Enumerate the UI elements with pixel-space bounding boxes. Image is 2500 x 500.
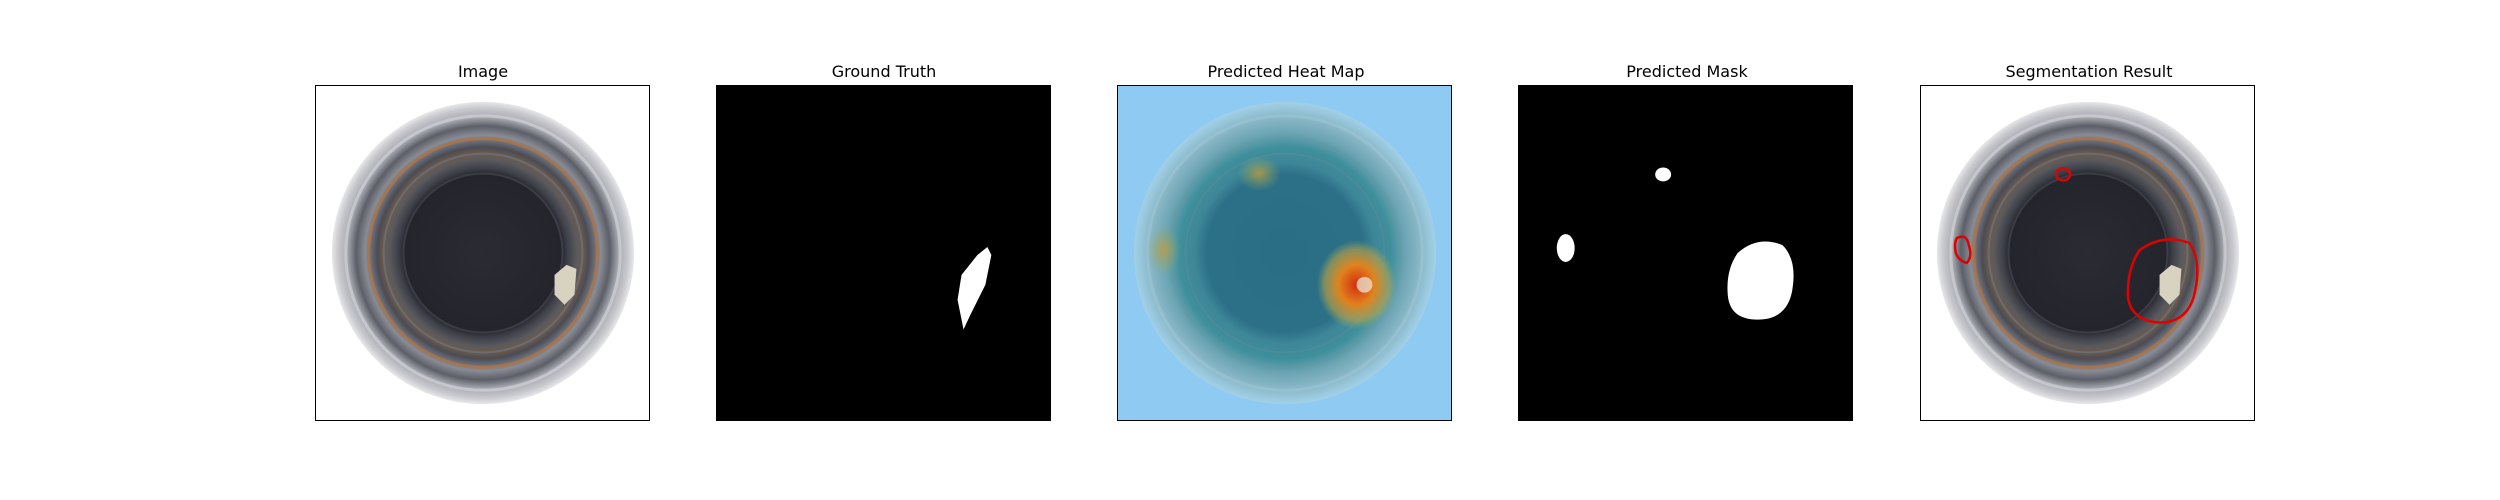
heat-hotspot-top <box>1237 155 1282 192</box>
ground-truth-panel <box>716 85 1051 421</box>
mask-blob-left <box>1556 234 1575 262</box>
predicted-mask <box>1519 86 1852 420</box>
ground-truth-mask <box>717 86 1050 420</box>
heat-hotspot-main <box>1316 240 1397 330</box>
ground-truth-region <box>957 247 992 330</box>
mask-blob-top <box>1655 167 1672 182</box>
heat-map <box>1118 86 1451 420</box>
mask-blob-main <box>1727 241 1794 320</box>
segmentation-result-panel <box>1920 85 2255 421</box>
panel-title-heat-map: Predicted Heat Map <box>1207 62 1365 81</box>
predicted-mask-panel <box>1518 85 1853 421</box>
image-panel <box>315 85 650 421</box>
panel-title-segmentation-result: Segmentation Result <box>2005 62 2173 81</box>
heat-hotspot-left <box>1145 224 1182 276</box>
outline-left <box>1953 235 1972 265</box>
panel-title-ground-truth: Ground Truth <box>831 62 937 81</box>
bottle-image <box>316 86 649 420</box>
defect-spot <box>554 264 577 305</box>
heat-map-panel <box>1117 85 1452 421</box>
panel-title-predicted-mask: Predicted Mask <box>1626 62 1748 81</box>
segmentation-overlay <box>1921 86 2254 420</box>
panel-title-image: Image <box>457 62 509 81</box>
outline-top <box>2054 167 2072 182</box>
outline-main <box>2126 238 2199 324</box>
